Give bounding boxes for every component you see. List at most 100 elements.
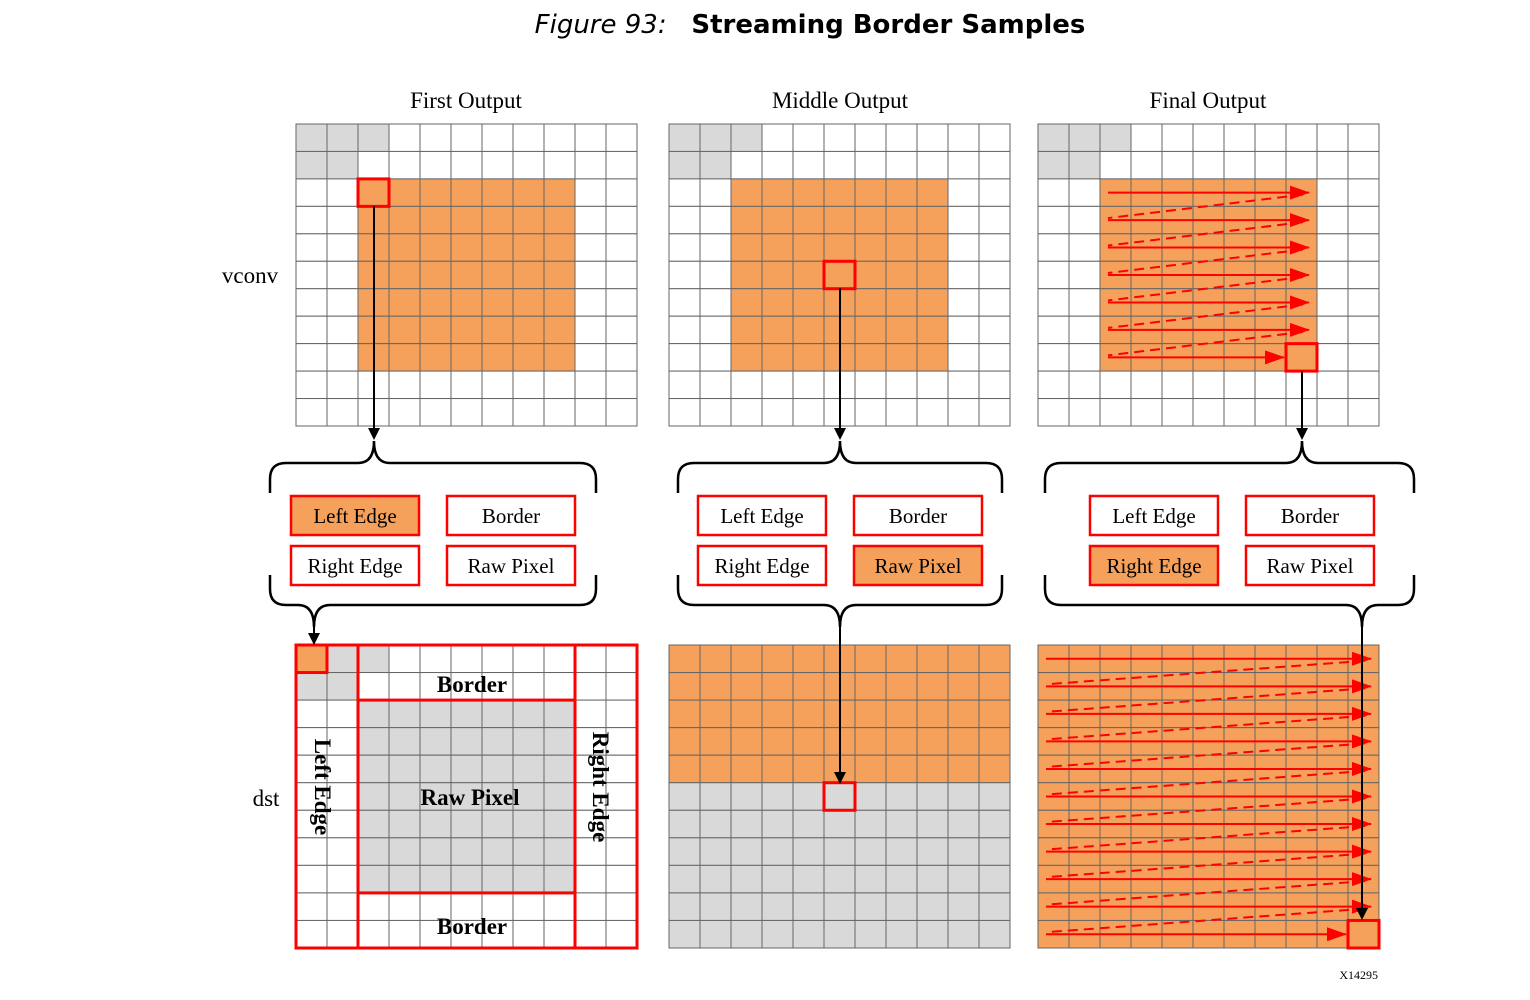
grid-cell: [792, 178, 825, 207]
grid-cell: [854, 919, 887, 949]
grid-cell: [730, 123, 763, 152]
grid-cell: [823, 233, 856, 262]
dst-grid-middle: [668, 644, 1011, 949]
grid-cell: [978, 919, 1011, 949]
grid-cell: [947, 370, 980, 400]
category-box-right-edge-middle: Right Edge: [696, 544, 828, 587]
grid-cell: [357, 754, 390, 784]
grid-cell: [419, 370, 452, 400]
grid-cell: [947, 123, 980, 152]
grid-cell: [792, 837, 825, 866]
grid-cell: [916, 782, 949, 811]
grid-cell: [947, 809, 980, 839]
category-box-raw-pixel-final: Raw Pixel: [1244, 544, 1376, 587]
grid-cell: [947, 260, 980, 290]
grid-cell: [854, 892, 887, 921]
grid-cell: [885, 727, 918, 756]
grid-cell: [481, 782, 514, 811]
grid-cell: [326, 837, 359, 866]
grid-cell: [1037, 233, 1070, 262]
brace-top-final: [1043, 440, 1416, 493]
grid-cell: [730, 809, 763, 839]
grid-cell: [605, 260, 638, 290]
grid-cell: [1347, 260, 1380, 290]
grid-cell: [388, 343, 421, 372]
grid-cell: [574, 233, 607, 262]
dst-label-raw-pixel: Raw Pixel: [420, 785, 519, 810]
grid-cell: [1316, 123, 1349, 152]
grid-cell: [295, 370, 328, 400]
grid-cell: [699, 233, 732, 262]
grid-cell: [543, 370, 576, 400]
grid-cell: [481, 892, 514, 921]
grid-cell: [512, 809, 545, 839]
category-label: Left Edge: [720, 504, 803, 528]
grid-cell: [326, 370, 359, 400]
category-label: Right Edge: [1106, 554, 1201, 578]
grid-cell: [543, 864, 576, 894]
grid-cell: [761, 727, 794, 756]
grid-cell: [543, 315, 576, 345]
grid-cell: [543, 644, 576, 674]
grid-cell: [730, 233, 763, 262]
grid-cell: [1068, 288, 1101, 317]
grid-cell: [1037, 150, 1070, 180]
grid-cell: [1347, 123, 1380, 152]
grid-cell: [916, 288, 949, 317]
category-label: Border: [889, 504, 947, 528]
grid-cell: [295, 864, 328, 894]
grid-cell: [1192, 370, 1225, 400]
category-label: Left Edge: [1112, 504, 1195, 528]
grid-cell: [885, 398, 918, 427]
figure-id: X14295: [1339, 968, 1378, 982]
grid-cell: [388, 782, 421, 811]
grid-cell: [295, 178, 328, 207]
grid-cell: [326, 315, 359, 345]
grid-cell: [947, 837, 980, 866]
category-label: Raw Pixel: [1267, 554, 1354, 578]
grid-cell: [543, 288, 576, 317]
grid-cell: [512, 699, 545, 729]
grid-cell: [295, 672, 328, 701]
grid-cell: [295, 892, 328, 921]
grid-cell: [450, 123, 483, 152]
grid-cell: [823, 864, 856, 894]
grid-cell: [326, 644, 359, 674]
grid-cell: [574, 919, 607, 949]
grid-cell: [1347, 343, 1380, 372]
grid-cell: [295, 398, 328, 427]
grid-cell: [1347, 205, 1380, 235]
grid-cell: [947, 782, 980, 811]
grid-cell: [419, 343, 452, 372]
grid-cell: [605, 123, 638, 152]
grid-cell: [761, 699, 794, 729]
grid-cell: [978, 288, 1011, 317]
grid-cell: [543, 754, 576, 784]
grid-cell: [388, 370, 421, 400]
grid-cell: [854, 672, 887, 701]
scan-arrows-dst-final: [1045, 651, 1372, 942]
grid-cell: [730, 699, 763, 729]
grid-cell: [605, 699, 638, 729]
dst-label-left-edge: Left Edge: [310, 739, 335, 835]
grid-cell: [916, 864, 949, 894]
grid-cell: [326, 699, 359, 729]
grid-cell: [668, 315, 701, 345]
grid-cell: [823, 150, 856, 180]
grid-cell: [854, 150, 887, 180]
grid-cell: [388, 315, 421, 345]
grid-cell: [543, 727, 576, 756]
grid-cell: [978, 809, 1011, 839]
grid-cell: [761, 150, 794, 180]
grid-cell: [543, 260, 576, 290]
grid-cell: [543, 837, 576, 866]
grid-cell: [419, 754, 452, 784]
grid-cell: [574, 644, 607, 674]
category-label: Raw Pixel: [875, 554, 962, 578]
grid-cell: [574, 260, 607, 290]
grid-cell: [916, 370, 949, 400]
dst-region-outlines: [294, 643, 639, 950]
grid-cell: [295, 205, 328, 235]
grid-cell: [1316, 150, 1349, 180]
